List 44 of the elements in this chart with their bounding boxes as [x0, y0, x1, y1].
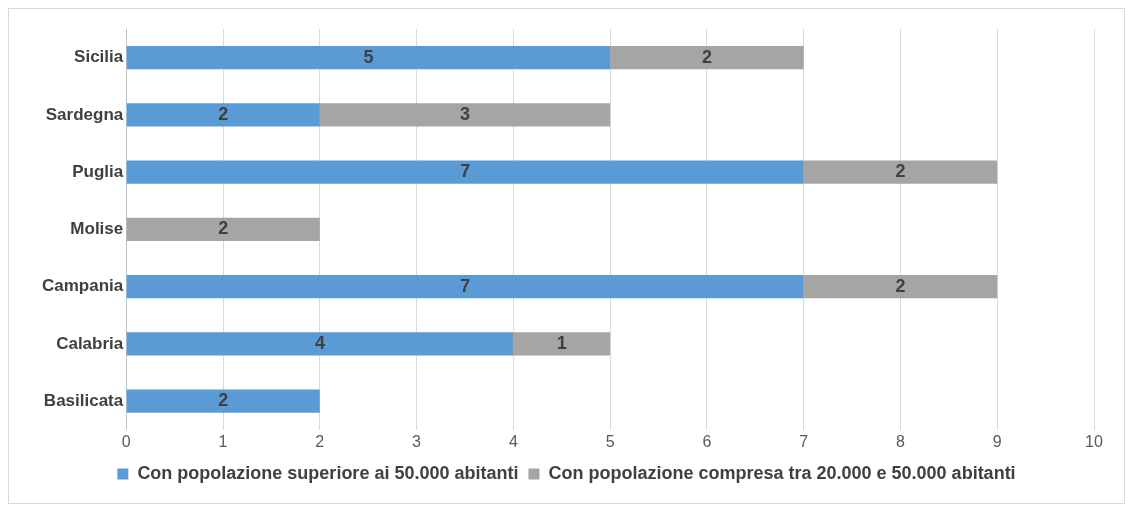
bar [803, 275, 998, 299]
legend-label: Con popolazione superiore ai 50.000 abitanti [137, 462, 519, 483]
x-tick-label: 7 [799, 432, 809, 450]
data-label: 3 [459, 103, 470, 124]
data-label: 2 [895, 275, 906, 296]
data-label: 2 [218, 390, 229, 411]
y-tick-label: Basilicata [43, 390, 124, 410]
x-tick-label: 2 [315, 432, 325, 450]
y-tick-label: Sicilia [74, 47, 124, 67]
bar [126, 217, 320, 241]
x-tick-label: 8 [896, 432, 905, 450]
data-label: 1 [556, 332, 567, 353]
x-tick-label: 4 [508, 432, 518, 450]
bar [126, 275, 804, 299]
y-tick-label: Puglia [72, 161, 124, 181]
y-tick-label: Sardegna [45, 104, 124, 124]
x-tick-label: 1 [218, 432, 228, 450]
bar [126, 103, 320, 127]
data-label: 7 [460, 161, 471, 182]
bar [319, 103, 611, 127]
bar [126, 160, 804, 184]
data-label: 2 [218, 218, 229, 239]
y-tick-label: Campania [42, 276, 124, 296]
data-label: 5 [363, 46, 374, 67]
x-tick-label: 9 [992, 432, 1002, 450]
data-label: 4 [315, 332, 326, 353]
bar [803, 160, 998, 184]
bar [126, 332, 514, 356]
data-label: 2 [895, 161, 906, 182]
y-tick-label: Molise [70, 219, 124, 239]
y-tick-label: Calabria [56, 333, 124, 353]
x-tick-label: 6 [702, 432, 712, 450]
bar [513, 332, 611, 356]
x-tick-label: 0 [121, 432, 131, 450]
bar [126, 46, 611, 70]
bar [610, 46, 804, 70]
bar [126, 389, 320, 413]
data-label: 2 [218, 103, 229, 124]
x-tick-label: 3 [412, 432, 422, 450]
x-tick-label: 5 [605, 432, 615, 450]
data-label: 2 [701, 46, 712, 67]
legend-label: Con popolazione compresa tra 20.000 e 50.000 abitanti [548, 462, 1016, 483]
x-tick-label: 10 [1085, 432, 1103, 450]
data-label: 7 [460, 275, 471, 296]
